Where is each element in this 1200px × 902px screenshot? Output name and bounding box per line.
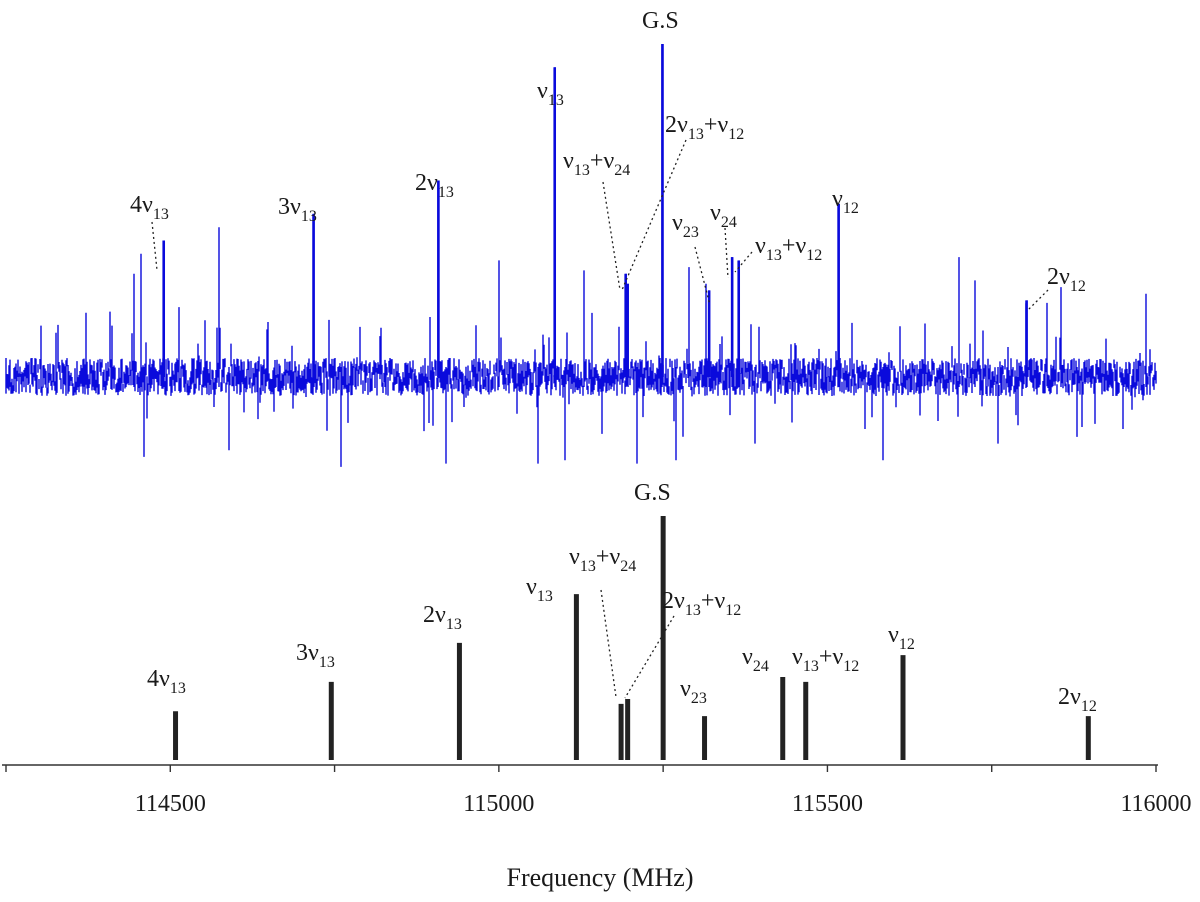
x-axis-title: Frequency (MHz) — [507, 863, 694, 892]
predicted-peak-labels: G.S ν13​+ν24​ ν13​ 2ν13​+ν12​ 2ν13​ ν12​ 3ν13​… — [147, 480, 1097, 715]
x-tick-label: 114500 — [135, 791, 206, 817]
obs-label-nu23: ν23​ — [672, 210, 699, 241]
x-tick-label: 115500 — [792, 791, 863, 817]
leader-line — [621, 139, 687, 291]
obs-label-gs: G.S — [642, 8, 679, 34]
predicted-spectrum-panel — [173, 516, 1091, 760]
pred-label-gs: G.S — [634, 480, 671, 506]
pred-label-nu23: ν23​ — [680, 676, 707, 707]
pred-label-nu13: ν13​ — [526, 574, 553, 605]
observed-spectrum-panel — [5, 44, 1157, 467]
x-tick-label: 116000 — [1120, 791, 1191, 817]
observed-noise-trace — [5, 44, 1157, 467]
pred-label-nu13-nu24: ν13​+ν24​ — [569, 544, 636, 575]
obs-label-nu24: ν24​ — [710, 200, 737, 231]
pred-label-2nu13-nu12: 2ν13​+ν12​ — [662, 588, 741, 619]
pred-label-nu24: ν24​ — [742, 644, 769, 675]
leader-line — [600, 589, 617, 698]
x-tick-label: 115000 — [463, 791, 534, 817]
leader-line — [694, 246, 711, 306]
pred-label-4nu13: 4ν13​ — [147, 666, 186, 697]
obs-label-nu13-nu24: ν13​+ν24​ — [563, 148, 630, 179]
x-axis: 114500 115000 115500 116000 — [2, 764, 1192, 817]
leader-line — [624, 615, 675, 699]
obs-label-2nu13-nu12: 2ν13​+ν12​ — [665, 112, 744, 143]
pred-label-2nu13: 2ν13​ — [423, 602, 462, 633]
obs-label-2nu13: 2ν13​ — [415, 170, 454, 201]
pred-label-nu12: ν12​ — [888, 622, 915, 653]
observed-peak-labels: G.S ν13​ 2ν13​+ν12​ ν13​+ν24​ 2ν13​ 3ν13​ 4ν13… — [130, 8, 1086, 311]
leader-line — [602, 181, 621, 291]
obs-label-nu12: ν12​ — [832, 186, 859, 217]
obs-label-3nu13: 3ν13​ — [278, 194, 317, 225]
obs-label-2nu12: 2ν12​ — [1047, 264, 1086, 295]
pred-label-2nu12: 2ν12​ — [1058, 684, 1097, 715]
obs-label-nu13-nu12: ν13​+ν12​ — [755, 233, 822, 264]
pred-label-nu13-nu12: ν13​+ν12​ — [792, 644, 859, 675]
leader-line — [1027, 289, 1049, 311]
pred-label-3nu13: 3ν13​ — [296, 640, 335, 671]
leader-line — [724, 227, 729, 279]
obs-label-4nu13: 4ν13​ — [130, 192, 169, 223]
leader-line — [151, 221, 158, 271]
leader-line — [734, 251, 753, 273]
obs-label-nu13: ν13​ — [537, 78, 564, 109]
